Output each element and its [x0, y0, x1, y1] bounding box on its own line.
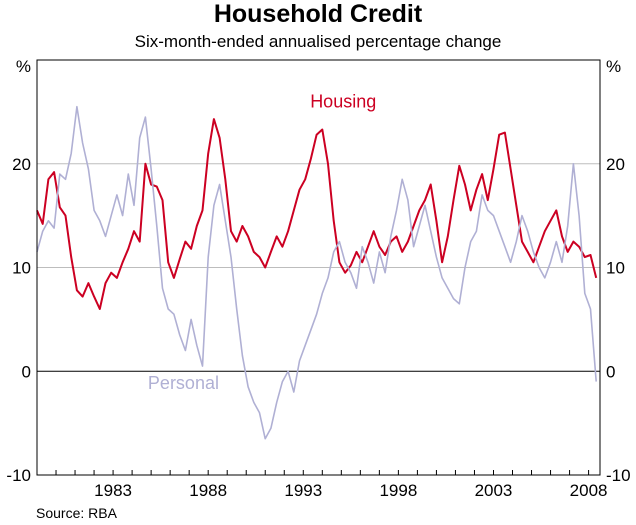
- series-label-personal: Personal: [148, 373, 219, 393]
- plot-frame: [36, 59, 601, 476]
- y-tick-label-right: 0: [606, 362, 615, 381]
- series-label-housing: Housing: [310, 92, 376, 112]
- y-tick-label-left: 10: [12, 259, 31, 278]
- x-tick-label: 1988: [189, 481, 227, 500]
- series-line-housing: [36, 118, 598, 310]
- gridlines: [37, 163, 600, 372]
- chart-source: Source: RBA: [36, 505, 117, 521]
- y-tick-label-right: 10: [606, 259, 625, 278]
- y-tick-label-right: -10: [606, 466, 631, 485]
- x-tick-label: 1983: [94, 481, 132, 500]
- series-labels: Housing Personal: [148, 92, 376, 393]
- x-tick-label: 2003: [475, 481, 513, 500]
- y-tick-label-left: 20: [12, 155, 31, 174]
- y-tick-label-left: 0: [22, 362, 31, 381]
- series-lines: [36, 105, 598, 440]
- y-unit-right: %: [606, 57, 621, 76]
- x-tick-label: 2008: [570, 481, 608, 500]
- y-unit-left: %: [16, 57, 31, 76]
- x-tick-label: 1998: [379, 481, 417, 500]
- axis-ticks: -10 -10 0 0 10 10 20 20% % 1983 1988 1993 1998 2003 20…: [6, 57, 630, 500]
- chart-title: Household Credit: [213, 0, 423, 28]
- plot-border: [36, 59, 601, 476]
- chart-subtitle: Six-month-ended annualised percentage ch…: [134, 32, 502, 51]
- y-tick-label-right: 20: [606, 155, 625, 174]
- series-line-personal: [36, 105, 597, 440]
- x-tick-label: 1993: [284, 481, 322, 500]
- y-tick-label-left: -10: [6, 466, 31, 485]
